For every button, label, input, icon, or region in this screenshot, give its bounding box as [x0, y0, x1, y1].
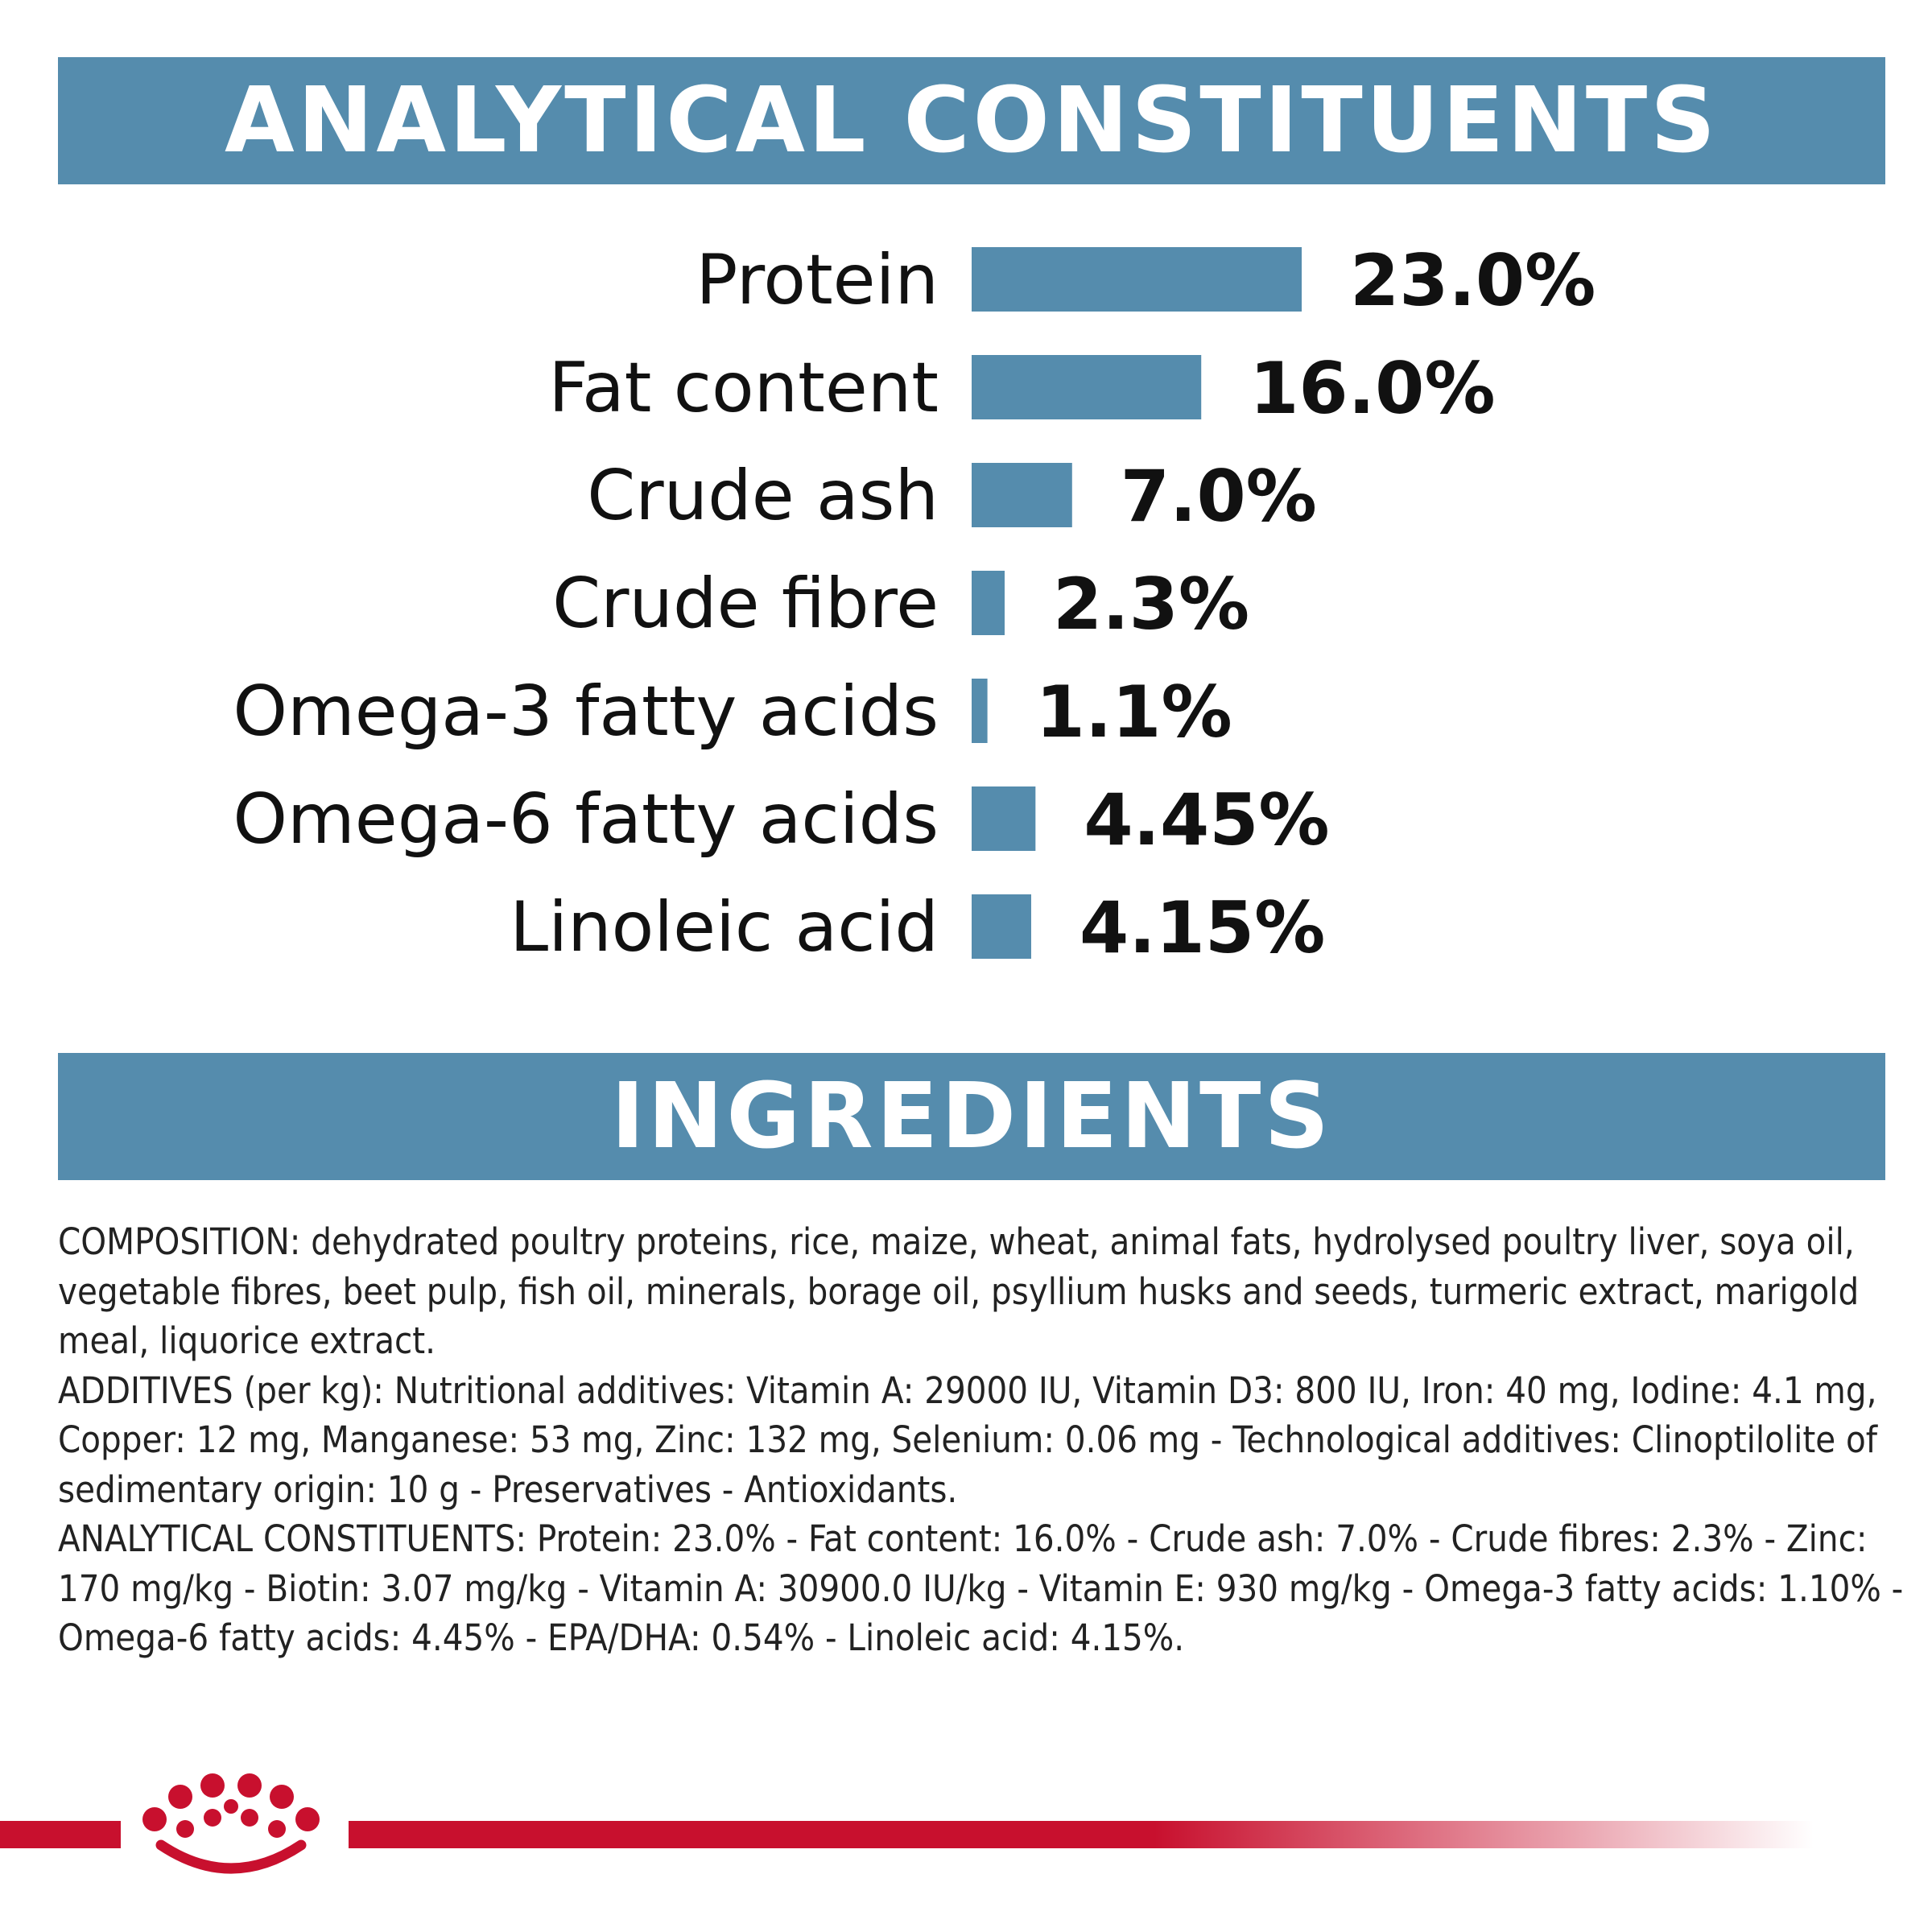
bar-omega-6-fatty-acids — [972, 786, 1036, 851]
category-label-protein: Protein — [696, 240, 939, 320]
bar-crude-fibre — [972, 571, 1005, 635]
category-label-linoleic-acid: Linoleic acid — [510, 887, 939, 968]
value-label-fat-content: 16.0% — [1249, 347, 1495, 430]
category-label-fat-content: Fat content — [548, 348, 939, 428]
brand-line-left — [0, 1821, 121, 1848]
value-label-crude-fibre: 2.3% — [1053, 563, 1249, 646]
value-label-omega-3-fatty-acids: 1.1% — [1036, 671, 1232, 753]
value-label-linoleic-acid: 4.15% — [1080, 886, 1325, 969]
analytical-constituents-text: ANALYTICAL CONSTITUENTS: Protein: 23.0% … — [58, 1517, 1904, 1659]
value-label-omega-6-fatty-acids: 4.45% — [1084, 778, 1329, 861]
category-label-omega-3-fatty-acids: Omega-3 fatty acids — [233, 671, 939, 752]
value-label-crude-ash: 7.0% — [1121, 455, 1317, 538]
ingredients-title: INGREDIENTS — [610, 1064, 1333, 1169]
category-label-omega-6-fatty-acids: Omega-6 fatty acids — [233, 779, 939, 860]
bar-protein — [972, 247, 1302, 312]
bar-fat-content — [972, 355, 1202, 419]
brand-line-right — [349, 1821, 1814, 1848]
value-label-protein: 23.0% — [1350, 239, 1596, 322]
ingredients-text: COMPOSITION: dehydrated poultry proteins… — [58, 1217, 1909, 1663]
bar-linoleic-acid — [972, 894, 1031, 959]
bar-crude-ash — [972, 463, 1072, 527]
category-label-crude-fibre: Crude fibre — [552, 564, 939, 644]
composition-text: COMPOSITION: dehydrated poultry proteins… — [58, 1220, 1860, 1362]
analytical-constituents-chart: Protein 23.0% Fat content 16.0% Crude ash 7.0… — [233, 239, 1596, 969]
additives-text: ADDITIVES (per kg): Nutritional additive… — [58, 1368, 1877, 1511]
analytical-constituents-title: ANALYTICAL CONSTITUENTS — [225, 68, 1719, 173]
analytical-constituents-banner: ANALYTICAL CONSTITUENTS — [58, 57, 1885, 184]
category-label-crude-ash: Crude ash — [587, 456, 939, 536]
ingredients-banner: INGREDIENTS — [58, 1053, 1885, 1180]
bar-omega-3-fatty-acids — [972, 679, 988, 743]
crown-icon — [142, 1773, 320, 1874]
